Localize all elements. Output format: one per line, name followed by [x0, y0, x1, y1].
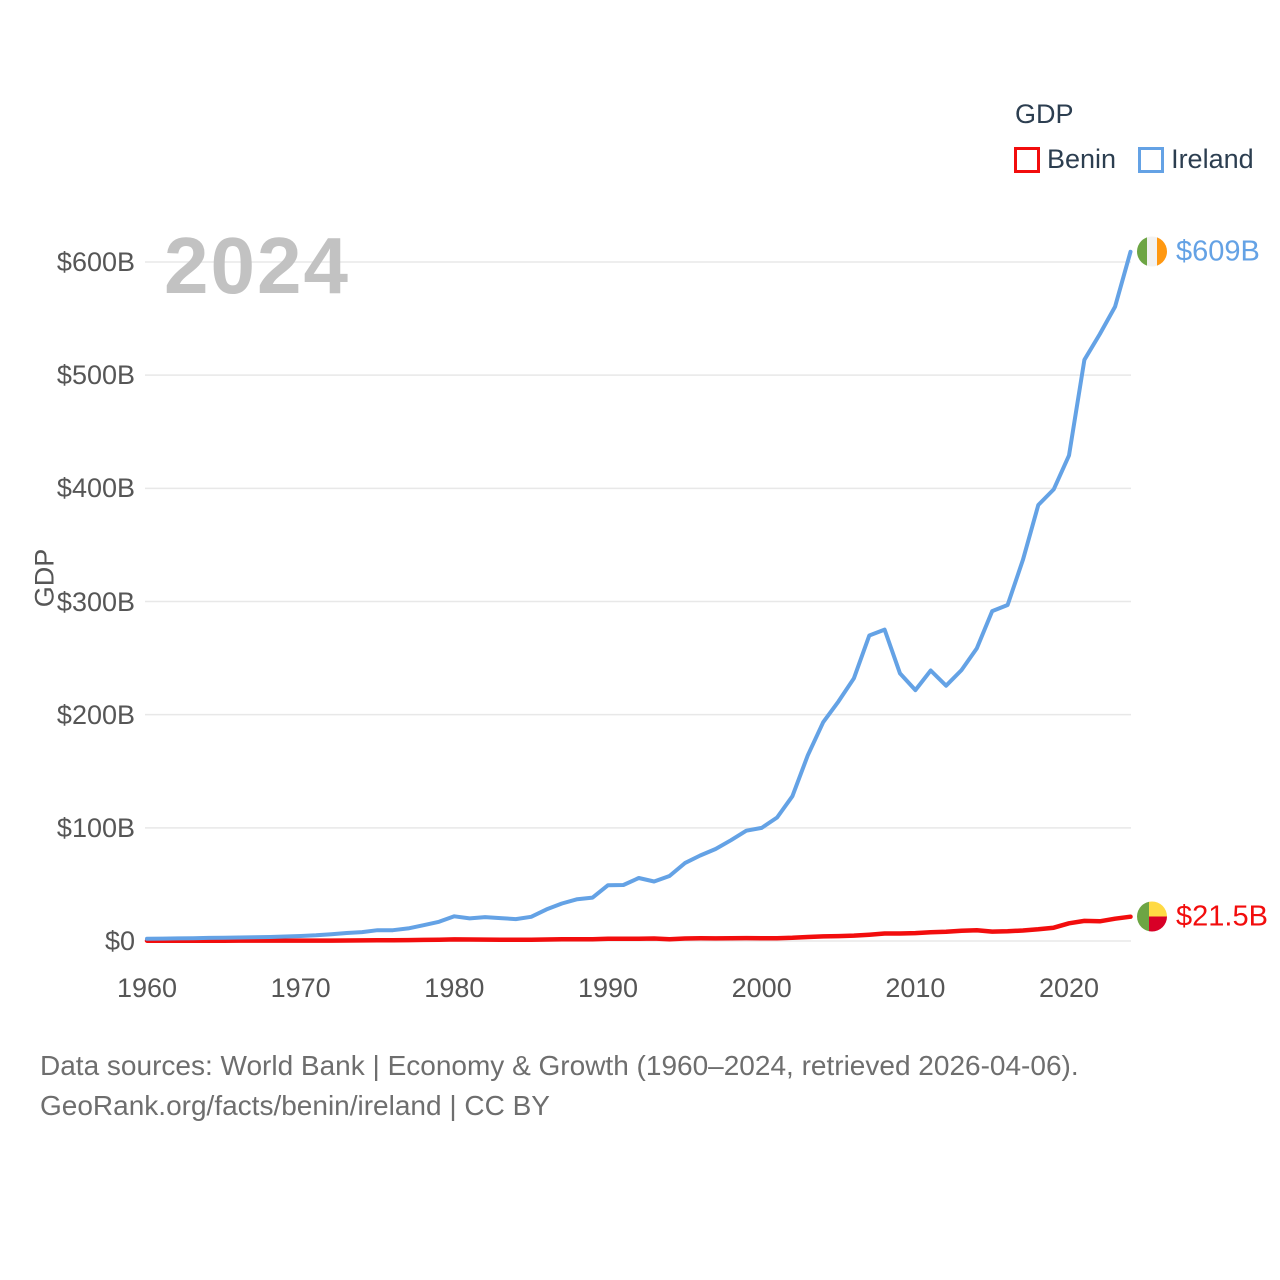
x-tick-label: 1980: [424, 973, 485, 1003]
legend-label-benin: Benin: [1047, 144, 1117, 174]
ireland-flag-icon: [1137, 236, 1167, 267]
benin-flag-icon: [1137, 901, 1167, 932]
y-tick-label: $400B: [56, 473, 135, 504]
x-tick-label: 2000: [731, 973, 792, 1003]
legend-item-benin[interactable]: Benin: [1014, 144, 1116, 175]
ireland-swatch-icon: [1138, 146, 1165, 173]
x-tick-label: 2020: [1038, 973, 1100, 1003]
x-tick-label: 2010: [885, 973, 946, 1003]
benin-swatch-icon: [1014, 146, 1040, 173]
x-tick-label: 1990: [577, 973, 639, 1003]
data-source-line: Data sources: World Bank | Economy & Gro…: [40, 1050, 1079, 1081]
legend-title: GDP: [1015, 99, 1074, 129]
benin-end-label: $21.5B: [1137, 900, 1268, 933]
attribution-line: GeoRank.org/facts/benin/ireland | CC BY: [40, 1090, 550, 1121]
ireland-end-value: $609B: [1176, 235, 1260, 268]
x-tick-label: 1970: [270, 973, 331, 1003]
y-tick-label: $500B: [56, 360, 135, 391]
legend-item-ireland[interactable]: Ireland: [1138, 144, 1254, 175]
y-tick-label: $200B: [56, 699, 135, 730]
y-tick-label: $100B: [56, 812, 135, 843]
footer: Data sources: World Bank | Economy & Gro…: [40, 1046, 1079, 1126]
x-tick-label: 1960: [116, 973, 178, 1003]
year-watermark: 2024: [164, 221, 350, 310]
y-tick-label: $0: [104, 926, 135, 956]
benin-series-line[interactable]: [144, 914, 1133, 943]
ireland-end-label: $609B: [1137, 235, 1260, 268]
y-tick-label: $300B: [56, 586, 135, 617]
legend: GDP Benin Ireland: [1014, 99, 1254, 175]
legend-label-ireland: Ireland: [1171, 144, 1254, 174]
y-tick-label: $600B: [56, 247, 135, 277]
benin-end-value: $21.5B: [1176, 900, 1268, 933]
ireland-series-line[interactable]: [145, 249, 1133, 941]
